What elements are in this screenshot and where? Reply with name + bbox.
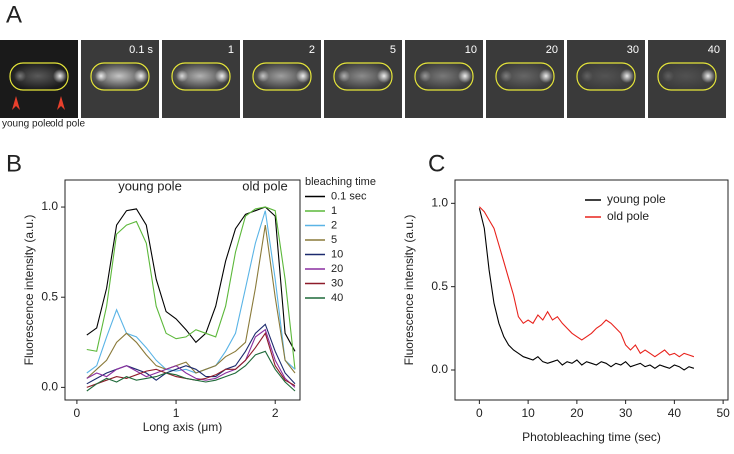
panel-label: B [6, 150, 22, 177]
annotation: old pole [242, 178, 288, 193]
y-axis-label: Fluorescence intensity (a.u.) [22, 215, 36, 366]
frame-label: 0.1 s [129, 44, 153, 56]
legend-label: 10 [331, 248, 343, 260]
spot [338, 70, 350, 82]
series-line [86, 328, 296, 388]
x-axis-label: Long axis (μm) [143, 420, 223, 434]
legend-label: 5 [331, 234, 337, 246]
spot [176, 70, 188, 82]
legend-title: bleaching time [305, 176, 376, 188]
annotation: young pole [2, 119, 51, 130]
y-tick-label: 0.0 [431, 362, 448, 376]
frame-label: 30 [627, 44, 639, 56]
series-line [86, 206, 296, 370]
cell-outline [495, 62, 555, 91]
frame-label: 20 [546, 44, 558, 56]
legend-label: 40 [331, 292, 343, 304]
y-tick-label: 1.0 [431, 196, 448, 210]
spot [662, 70, 674, 82]
cell-signal [656, 62, 716, 90]
cell-outline [90, 62, 150, 91]
series-line [86, 210, 296, 374]
x-tick-label: 10 [521, 406, 535, 420]
y-tick-label: 0.0 [41, 380, 58, 394]
panel-label: C [428, 150, 445, 177]
spot [581, 70, 593, 82]
y-axis-label: Fluorescence intensity (a.u.) [402, 215, 416, 366]
series-line [478, 208, 695, 371]
y-tick-label: 0.5 [431, 279, 448, 293]
annotation: young pole [118, 178, 182, 193]
spot [539, 69, 553, 83]
plot-frame [454, 179, 729, 401]
x-tick-label: 0 [476, 406, 483, 420]
spot [53, 69, 67, 83]
x-axis-label: Photobleaching time (sec) [522, 430, 661, 444]
x-tick-label: 1 [173, 406, 180, 420]
cell-signal [8, 62, 68, 90]
cell-signal [251, 62, 311, 90]
x-tick-label: 30 [619, 406, 633, 420]
spot [14, 70, 26, 82]
x-tick-label: 50 [716, 406, 730, 420]
cell-outline [333, 62, 393, 91]
legend-label: 1 [331, 205, 337, 217]
series-line [86, 225, 296, 379]
frame-label: 10 [465, 44, 477, 56]
spot [377, 69, 391, 83]
x-tick-label: 2 [272, 406, 279, 420]
cell-outline [657, 62, 717, 91]
cell-outline [252, 62, 312, 91]
cell-signal [494, 62, 554, 90]
cell-signal [332, 62, 392, 90]
spot [419, 70, 431, 82]
frame-label: 1 [228, 44, 234, 56]
spot [500, 70, 512, 82]
spot [296, 69, 310, 83]
legend-label: young pole [607, 192, 666, 206]
series-line [86, 206, 296, 352]
cell-signal [89, 62, 149, 90]
series-line [86, 350, 296, 392]
cell-outline [171, 62, 231, 91]
image-strip: 0.1 s 1 2 5 10 20 30 40 [0, 40, 726, 118]
y-tick-label: 1.0 [41, 199, 58, 213]
legend-label: old pole [607, 209, 649, 223]
legend-label: 2 [331, 219, 337, 231]
plot-frame [64, 179, 301, 401]
cell-outline [576, 62, 636, 91]
x-tick-label: 20 [570, 406, 584, 420]
cell-signal [170, 62, 230, 90]
cell-signal [413, 62, 473, 90]
x-tick-label: 40 [668, 406, 682, 420]
spot [257, 70, 269, 82]
frame-label: 2 [309, 44, 315, 56]
legend-label: 30 [331, 277, 343, 289]
cell-signal [575, 62, 635, 90]
spot [215, 69, 229, 83]
frame-label: 5 [390, 44, 396, 56]
frame-label: 40 [708, 44, 720, 56]
series-line [479, 206, 695, 358]
cell-outline [9, 62, 69, 91]
cell-outline [414, 62, 474, 91]
x-tick-label: 0 [74, 406, 81, 420]
spot [95, 70, 107, 82]
spot [701, 69, 715, 83]
spot [458, 69, 472, 83]
annotation: old pole [50, 119, 85, 130]
legend-label: 0.1 sec [331, 190, 367, 202]
y-tick-label: 0.5 [41, 289, 58, 303]
legend-label: 20 [331, 263, 343, 275]
spot [620, 69, 634, 83]
panel-label: A [6, 1, 22, 28]
spot [134, 69, 148, 83]
